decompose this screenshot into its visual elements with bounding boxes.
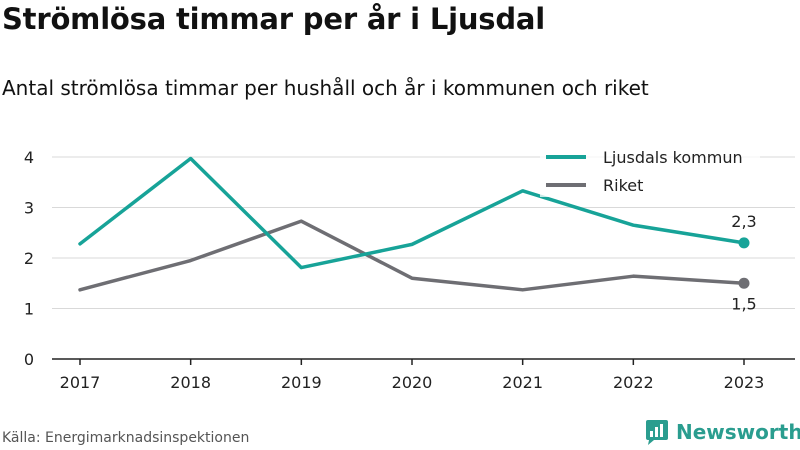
x-tick-label: 2017 (60, 373, 101, 392)
end-value-label: 2,3 (731, 212, 756, 231)
end-point-riket (738, 277, 750, 289)
brand-name: Newsworthy (676, 420, 800, 444)
legend-label: Riket (603, 176, 643, 195)
x-tick-label: 2022 (613, 373, 654, 392)
x-tick-label: 2019 (281, 373, 322, 392)
y-tick-label: 3 (24, 199, 34, 218)
y-tick-label: 2 (24, 249, 34, 268)
x-tick-label: 2018 (170, 373, 211, 392)
end-value-label: 1,5 (731, 294, 756, 313)
end-point-ljusdal (738, 237, 750, 249)
chart-subtitle: Antal strömlösa timmar per hushåll och å… (2, 76, 649, 100)
x-tick-label: 2021 (502, 373, 543, 392)
legend-background (540, 141, 760, 197)
chart-title: Strömlösa timmar per år i Ljusdal (2, 2, 546, 36)
brand-logo: Newsworthy (644, 418, 800, 446)
source-note: Källa: Energimarknadsinspektionen (2, 430, 250, 446)
legend-label: Ljusdals kommun (603, 148, 743, 167)
y-tick-label: 0 (24, 350, 34, 369)
series-line-ljusdal (78, 156, 746, 270)
x-tick-label: 2023 (724, 373, 765, 392)
y-tick-label: 1 (24, 300, 34, 319)
x-tick-label: 2020 (392, 373, 433, 392)
y-tick-label: 4 (24, 148, 34, 167)
series-line-riket (78, 219, 746, 292)
newsworthy-logo-icon (646, 420, 668, 445)
